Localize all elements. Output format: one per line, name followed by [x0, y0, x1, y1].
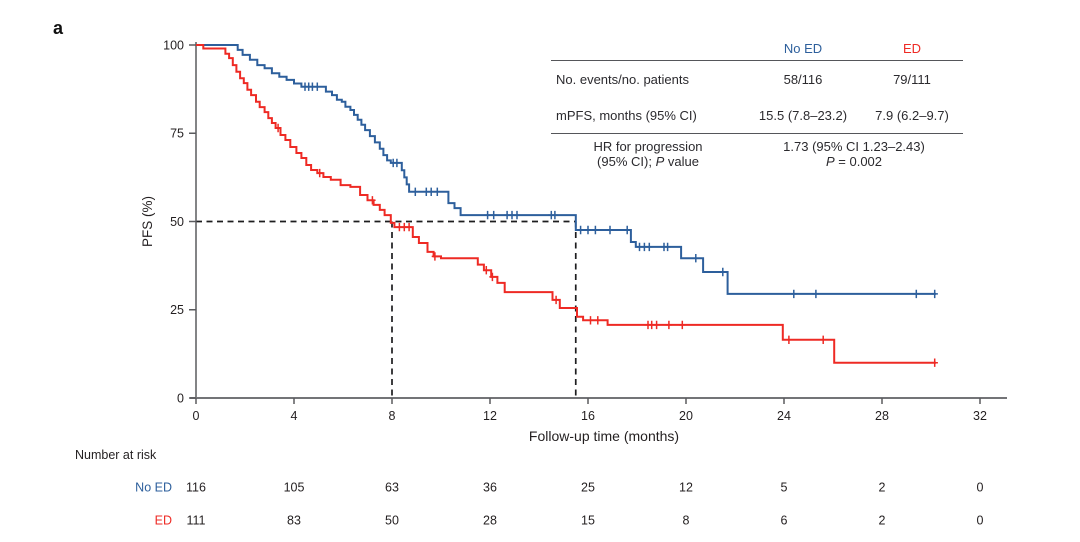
y-axis-title: PFS (%)	[140, 196, 155, 247]
svg-text:20: 20	[679, 409, 693, 423]
risk-count: 0	[977, 514, 984, 528]
hr-value: 1.73 (95% CI 1.23–2.43) P = 0.002	[745, 139, 963, 169]
risk-count: 36	[483, 481, 497, 495]
median-guide-lines	[196, 220, 577, 398]
hr-value-line2: P = 0.002	[825, 154, 883, 169]
risk-count: 6	[781, 514, 788, 528]
hr-label: HR for progression (95% CI); P value	[551, 139, 745, 169]
km-curve-no-ed	[196, 44, 938, 299]
y-axis-ticks: 0 25 50 75 100	[163, 38, 196, 405]
censor-marks-ed	[274, 123, 938, 367]
svg-text:0: 0	[177, 391, 184, 405]
number-at-risk-table: Number at risk No ED 116 105 63 36 25 12 5 2 0 ED 11…	[75, 448, 984, 528]
risk-count: 116	[186, 481, 206, 495]
risk-count: 0	[977, 481, 984, 495]
risk-count: 15	[581, 514, 595, 528]
stats-row-events-ed: 79/111	[893, 71, 931, 87]
risk-count: 28	[483, 514, 497, 528]
risk-count: 5	[781, 481, 788, 495]
axes	[190, 42, 1007, 399]
svg-text:24: 24	[777, 409, 791, 423]
risk-count: 12	[679, 481, 693, 495]
panel-label: a	[53, 18, 64, 38]
svg-text:25: 25	[170, 303, 184, 317]
x-axis-ticks: 0 4 8 12 16 20 24 28 32	[193, 398, 987, 423]
censor-marks-no-ed	[301, 82, 938, 299]
stats-row-mpfs-ed: 7.9 (6.2–9.7)	[875, 107, 949, 123]
stats-row-hr: HR for progression (95% CI); P value 1.7…	[551, 134, 963, 169]
svg-text:16: 16	[581, 409, 595, 423]
stats-row-mpfs-label: mPFS, months (95% CI)	[556, 107, 697, 123]
stats-row-events-no-ed: 58/116	[783, 71, 823, 87]
risk-count: 83	[287, 514, 301, 528]
axis-titles: Follow-up time (months) PFS (%)	[140, 196, 679, 444]
hr-label-line2: (95% CI); P value	[597, 154, 699, 169]
risk-count: 111	[186, 514, 205, 528]
risk-count: 63	[385, 481, 399, 495]
hr-value-line1: 1.73 (95% CI 1.23–2.43)	[783, 139, 925, 154]
svg-text:12: 12	[483, 409, 497, 423]
stats-row-events-label: No. events/no. patients	[556, 71, 689, 87]
number-at-risk-title: Number at risk	[75, 448, 157, 462]
svg-text:50: 50	[170, 215, 184, 229]
risk-row-label-no-ed: No ED	[135, 481, 172, 495]
svg-text:100: 100	[163, 38, 184, 52]
risk-count: 2	[879, 481, 886, 495]
stats-row-mpfs-no-ed: 15.5 (7.8–23.2)	[758, 107, 848, 123]
svg-text:32: 32	[973, 409, 987, 423]
stats-header-row: No ED ED	[551, 36, 963, 61]
stats-row-mpfs: mPFS, months (95% CI) 15.5 (7.8–23.2) 7.…	[551, 97, 963, 134]
svg-text:0: 0	[193, 409, 200, 423]
svg-text:75: 75	[170, 127, 184, 141]
risk-count: 8	[683, 514, 690, 528]
hr-label-line1: HR for progression	[593, 139, 703, 154]
svg-text:8: 8	[389, 409, 396, 423]
risk-count: 50	[385, 514, 399, 528]
km-curve-ed	[196, 44, 938, 367]
svg-text:Follow-up time (months): Follow-up time (months)	[529, 428, 679, 444]
stats-table: No ED ED No. events/no. patients 58/116 …	[551, 36, 963, 169]
risk-row-label-ed: ED	[155, 514, 172, 528]
risk-count: 25	[581, 481, 595, 495]
risk-count: 105	[284, 481, 305, 495]
svg-text:28: 28	[875, 409, 889, 423]
svg-text:4: 4	[291, 409, 298, 423]
stats-col-header-ed: ED	[902, 40, 922, 56]
risk-count: 2	[879, 514, 886, 528]
stats-col-header-no-ed: No ED	[783, 40, 823, 56]
stats-row-events: No. events/no. patients 58/116 79/111	[551, 61, 963, 97]
